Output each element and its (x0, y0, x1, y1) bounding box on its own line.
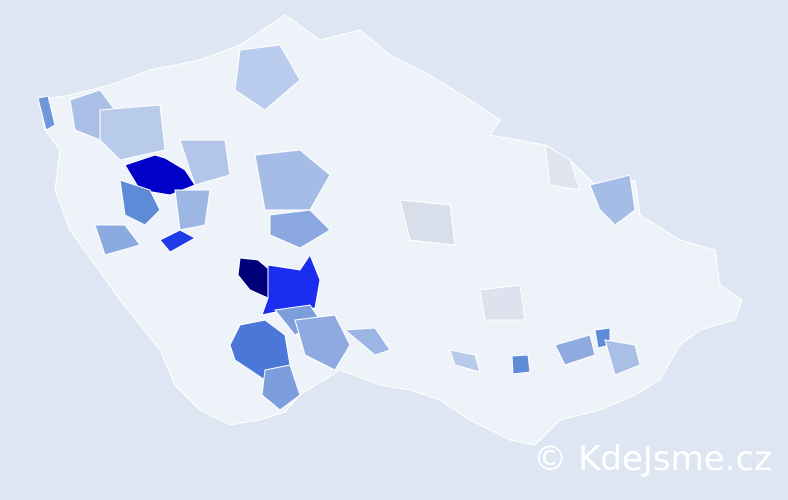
region (399, 199, 456, 246)
region (479, 284, 526, 321)
watermark: © KdeJsme.cz (533, 439, 772, 479)
region (179, 139, 231, 186)
region (37, 95, 56, 131)
region (99, 104, 166, 161)
region (589, 174, 636, 226)
region (449, 349, 481, 373)
region (94, 224, 141, 256)
region (254, 149, 331, 211)
region (544, 144, 581, 191)
region (261, 253, 321, 316)
region (554, 334, 596, 366)
region (119, 179, 161, 226)
region (174, 189, 211, 231)
region (511, 354, 531, 375)
regions (37, 44, 641, 411)
region (604, 339, 641, 376)
country-outline (39, 14, 743, 446)
region (261, 364, 301, 411)
region (294, 314, 351, 371)
region (343, 327, 391, 356)
region (234, 44, 301, 111)
region (269, 209, 331, 249)
region (159, 229, 197, 253)
